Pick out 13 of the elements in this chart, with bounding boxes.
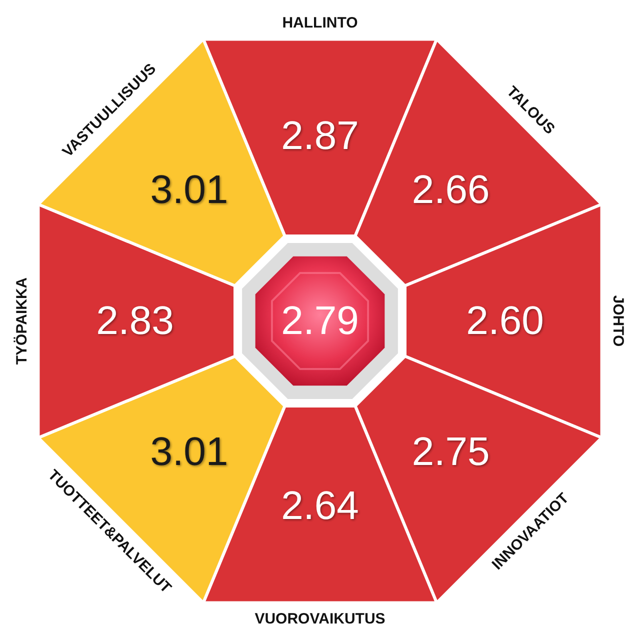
category-label: TYÖPAIKKA — [14, 277, 31, 365]
data-label: 2.60 — [466, 299, 544, 343]
data-label: 3.01 — [150, 430, 228, 474]
data-label: 2.83 — [96, 299, 174, 343]
category-label: HALLINTO — [282, 14, 358, 32]
category-label: JOHTO — [609, 295, 626, 348]
data-label: 2.87 — [281, 114, 359, 158]
category-label: VUOROVAIKUTUS — [254, 610, 386, 628]
text: 2.79 — [281, 299, 359, 343]
data-label: 2.64 — [281, 484, 359, 528]
data-label: 2.66 — [412, 168, 490, 212]
data-label: 2.75 — [412, 430, 490, 474]
data-label: 3.01 — [150, 168, 228, 212]
